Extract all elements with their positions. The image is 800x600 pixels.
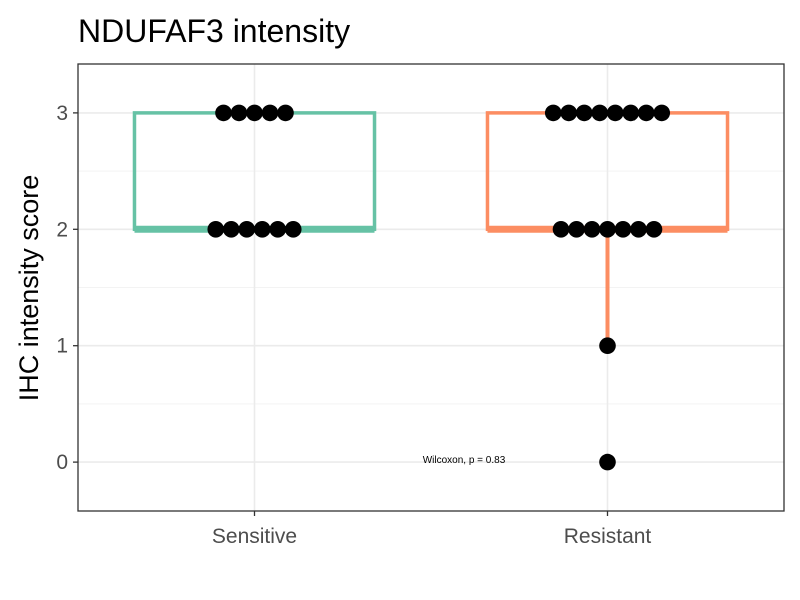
data-point (215, 104, 232, 122)
data-point (622, 104, 640, 122)
data-point (599, 453, 616, 471)
chart-title: NDUFAF3 intensity (78, 13, 350, 49)
data-point (606, 104, 624, 122)
data-point (560, 104, 578, 122)
data-point (599, 220, 616, 238)
data-point (637, 104, 655, 122)
data-point (568, 220, 585, 238)
data-point (261, 104, 279, 122)
data-point (222, 220, 240, 238)
data-point (246, 104, 263, 122)
data-point (591, 104, 609, 122)
data-point (269, 220, 287, 238)
plot-panel-border (77, 63, 785, 512)
data-point (653, 104, 671, 122)
data-point (207, 220, 225, 238)
x-tick-label: Sensitive (212, 525, 297, 548)
y-axis-label: IHC intensity score (14, 175, 44, 402)
x-tick-label: Resistant (564, 525, 652, 548)
data-point (544, 104, 562, 122)
data-point (614, 220, 632, 238)
y-tick-label: 1 (56, 335, 68, 358)
data-point (284, 220, 302, 238)
axes: 0 1 2 3 Sensitive Resistant (56, 102, 651, 548)
data-point (277, 104, 294, 122)
grid (78, 64, 784, 511)
data-point (230, 104, 248, 122)
y-tick-label: 3 (56, 102, 68, 125)
data-point (238, 220, 256, 238)
wilcoxon-annotation: Wilcoxon, p = 0.83 (423, 455, 506, 466)
data-point (645, 220, 663, 238)
data-point (630, 220, 647, 238)
data-point (599, 337, 616, 355)
data-point (552, 220, 570, 238)
data-points (207, 104, 671, 471)
data-point (575, 104, 593, 122)
data-point (253, 220, 271, 238)
y-tick-label: 2 (56, 218, 68, 241)
y-tick-label: 0 (56, 451, 68, 474)
data-point (583, 220, 601, 238)
